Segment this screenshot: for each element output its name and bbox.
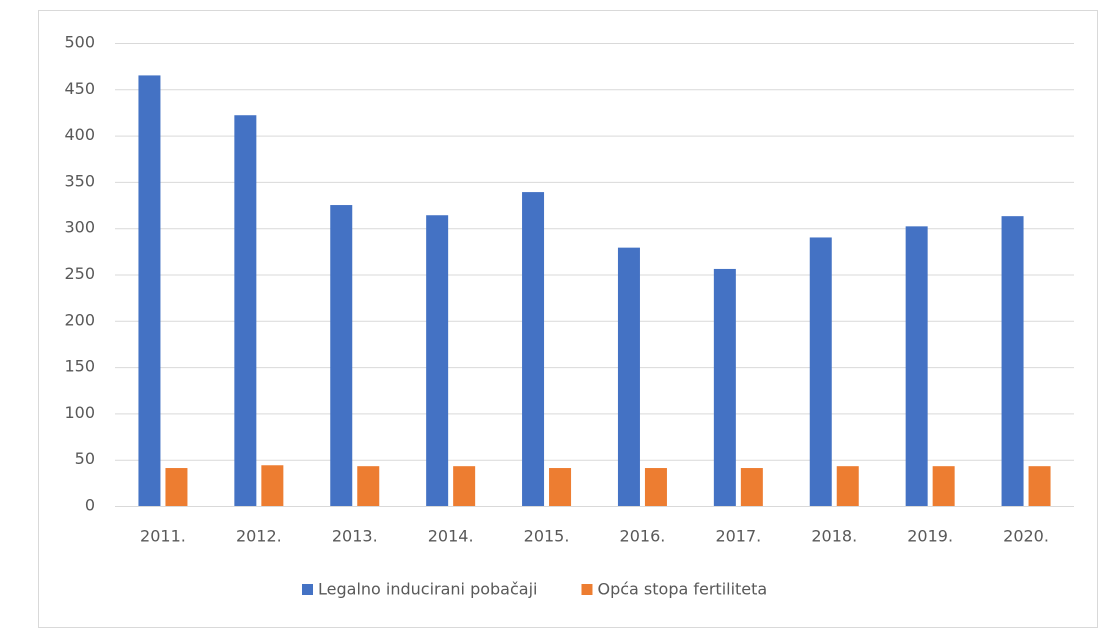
bar xyxy=(426,215,449,506)
bar xyxy=(617,247,640,506)
x-tick-label: 2020. xyxy=(1003,527,1049,546)
x-tick-label: 2019. xyxy=(907,527,953,546)
y-tick-label: 0 xyxy=(85,496,95,515)
y-tick-label: 300 xyxy=(64,218,95,237)
bar xyxy=(357,466,380,506)
y-tick-label: 500 xyxy=(64,33,95,52)
bar xyxy=(905,226,928,506)
y-tick-label: 400 xyxy=(64,125,95,144)
x-tick-label: 2014. xyxy=(428,527,474,546)
y-tick-label: 450 xyxy=(64,79,95,98)
x-tick-label: 2012. xyxy=(236,527,282,546)
y-tick-label: 350 xyxy=(64,171,95,190)
x-tick-label: 2016. xyxy=(620,527,666,546)
bar xyxy=(522,192,545,506)
y-tick-label: 50 xyxy=(75,449,95,468)
bar xyxy=(549,468,572,506)
legend-label: Opća stopa fertiliteta xyxy=(597,580,767,599)
x-tick-label: 2015. xyxy=(524,527,570,546)
bar xyxy=(644,468,667,506)
y-tick-label: 150 xyxy=(64,357,95,376)
x-tick-label: 2013. xyxy=(332,527,378,546)
legend-swatch xyxy=(581,584,593,595)
bar xyxy=(330,205,353,507)
x-tick-label: 2018. xyxy=(811,527,857,546)
bar xyxy=(740,468,763,506)
legend-swatch xyxy=(302,584,313,595)
y-tick-label: 200 xyxy=(64,310,95,329)
x-tick-label: 2011. xyxy=(140,527,186,546)
y-tick-label: 100 xyxy=(64,403,95,422)
bar xyxy=(836,466,859,506)
bar xyxy=(713,268,736,506)
bar xyxy=(1001,216,1024,507)
bar xyxy=(165,468,188,506)
bar xyxy=(809,237,832,506)
legend-label: Legalno inducirani pobačaji xyxy=(318,580,537,599)
bar xyxy=(453,466,476,506)
bar xyxy=(932,466,955,506)
y-tick-label: 250 xyxy=(64,264,95,283)
bar xyxy=(234,115,257,506)
x-tick-label: 2017. xyxy=(715,527,761,546)
bar xyxy=(1028,466,1051,506)
bar xyxy=(138,75,161,506)
bar xyxy=(261,465,284,506)
